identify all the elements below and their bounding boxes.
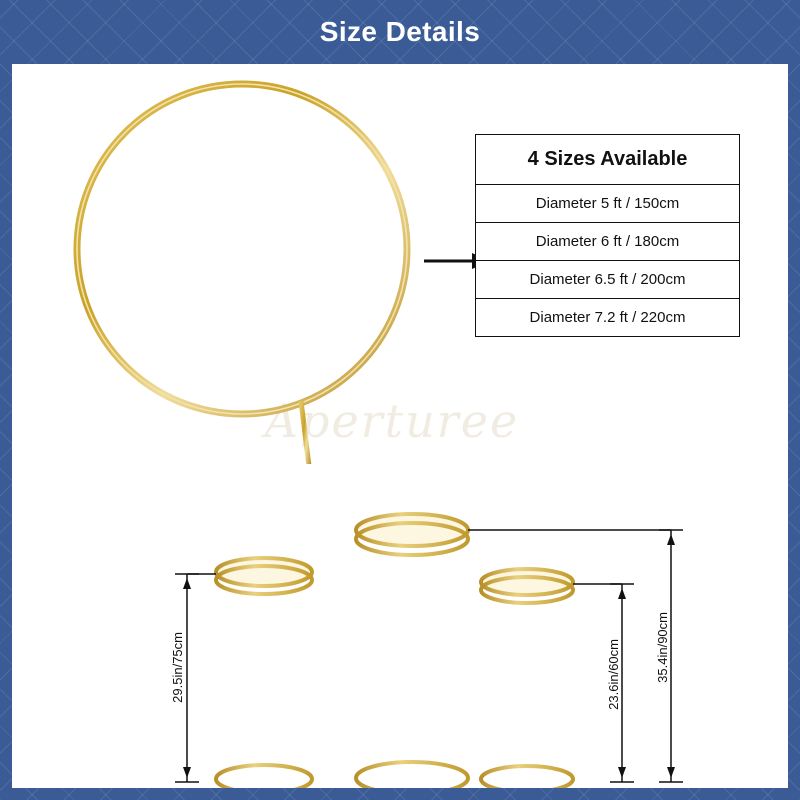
stands-diagram [175, 512, 683, 788]
page-title: Size Details [319, 16, 481, 47]
size-option-row: Diameter 6.5 ft / 200cm [476, 261, 739, 299]
arch-ring-highlight [76, 83, 408, 415]
dimension-far-right-height [468, 529, 683, 783]
arch-right-leg [298, 400, 312, 464]
content-canvas: Aperturee [12, 64, 788, 788]
dimension-label-far-right-height: 35.4in/90cm [655, 612, 670, 683]
dimension-middle-right-height [573, 583, 634, 783]
size-option-row: Diameter 5 ft / 150cm [476, 185, 739, 223]
dimension-label-middle-right-height: 23.6in/60cm [606, 639, 621, 710]
stand-middle [354, 512, 470, 788]
dimension-label-left-height: 29.5in/75cm [170, 632, 185, 703]
circle-arch-illustration [73, 80, 411, 464]
size-option-row: Diameter 6 ft / 180cm [476, 223, 739, 261]
sizes-table: 4 Sizes Available Diameter 5 ft / 150cm … [475, 134, 740, 337]
stand-left [214, 556, 314, 788]
header-bar: Size Details [0, 0, 800, 64]
dimension-left-height [175, 573, 216, 783]
size-option-row: Diameter 7.2 ft / 220cm [529, 309, 686, 326]
arch-ring [73, 80, 411, 418]
sizes-table-title: 4 Sizes Available [476, 135, 739, 185]
stand-right [479, 567, 575, 788]
stands-illustration-group: 29.5in/75cm 23.6in/60cm 35.4in/90cm 14.2… [12, 434, 788, 788]
